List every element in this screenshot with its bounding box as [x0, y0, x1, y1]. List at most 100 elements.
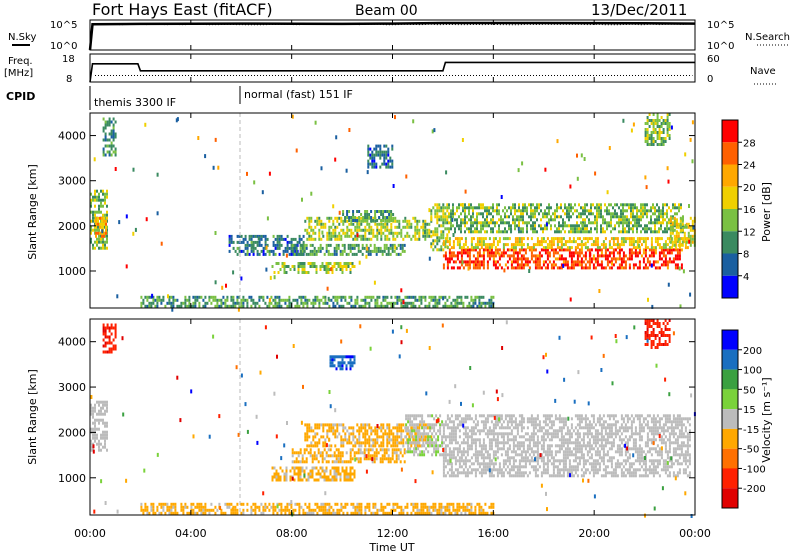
velocity-colorbar-tick: 50: [743, 385, 756, 396]
x-tick-label: 04:00: [175, 527, 207, 540]
velocity-noise-point: [646, 338, 649, 343]
velocity-colorbar-swatch: [722, 448, 738, 469]
velocity-noise-point: [244, 402, 247, 407]
power-noise-point: [528, 269, 531, 273]
power-noise-point: [630, 128, 633, 133]
velocity-noise-point: [235, 365, 238, 370]
velocity-region: [442, 414, 691, 478]
power-noise-point: [412, 119, 415, 124]
power-noise-point: [464, 189, 467, 194]
power-noise-point: [461, 138, 464, 142]
velocity-noise-point: [488, 468, 491, 473]
velocity-region: [329, 355, 356, 371]
velocity-noise-point: [632, 453, 635, 458]
x-tick-label: 16:00: [477, 527, 509, 540]
velocity-noise-point: [334, 408, 337, 413]
velocity-noise-point: [398, 354, 401, 359]
power-noise-point: [670, 125, 673, 130]
velocity-noise-point: [668, 392, 671, 397]
power-region: [448, 203, 684, 234]
power-noise-point: [452, 233, 455, 237]
power-data: [90, 113, 696, 312]
velocity-noise-point: [283, 443, 286, 448]
power-noise-point: [116, 294, 119, 299]
power-noise-point: [580, 153, 583, 158]
power-y-label: Slant Range [km]: [26, 164, 39, 260]
power-noise-point: [679, 304, 682, 309]
power-noise-point: [594, 171, 597, 176]
velocity-colorbar-tick: 15: [743, 405, 756, 416]
velocity-y-ticks: 1000 2000 3000 4000: [58, 336, 695, 485]
power-noise-point: [688, 239, 691, 244]
velocity-noise-point: [116, 509, 119, 514]
power-noise-point: [197, 136, 200, 140]
velocity-noise-point: [626, 446, 629, 451]
power-noise-point: [405, 174, 408, 179]
velocity-noise-point: [280, 456, 283, 461]
velocity-noise-point: [143, 468, 146, 473]
power-noise-point: [348, 128, 351, 132]
power-noise-point: [583, 157, 586, 161]
velocity-noise-point: [539, 453, 542, 458]
velocity-noise-point: [400, 325, 403, 330]
power-region: [644, 113, 671, 146]
power-colorbar-swatch: [722, 253, 738, 276]
power-noise-point: [156, 172, 159, 177]
power-noise-point: [402, 300, 405, 305]
velocity-noise-point: [275, 434, 278, 439]
velocity-noise-point: [92, 449, 95, 454]
power-colorbar-swatch: [722, 186, 738, 210]
power-region: [271, 262, 356, 274]
power-noise-point: [217, 165, 220, 170]
velocity-noise-point: [405, 328, 408, 333]
power-noise-point: [326, 286, 329, 291]
velocity-colorbar-tick: -100: [743, 464, 766, 475]
velocity-noise-point: [498, 417, 501, 422]
power-noise-point: [345, 168, 348, 173]
velocity-noise-point: [615, 339, 618, 344]
power-region: [140, 295, 495, 308]
x-tick-label: 00:00: [679, 527, 711, 540]
velocity-noise-point: [121, 336, 124, 341]
power-noise-point: [622, 118, 625, 123]
velocity-noise-point: [442, 448, 445, 452]
velocity-noise-point: [633, 325, 636, 330]
power-noise-point: [356, 233, 359, 238]
power-colorbar-swatch: [722, 142, 738, 165]
x-tick-label: 12:00: [377, 527, 409, 540]
power-noise-point: [431, 129, 434, 134]
velocity-noise-point: [501, 346, 504, 350]
velocity-noise-point: [104, 501, 107, 505]
power-noise-point: [273, 275, 276, 280]
power-noise-point: [400, 288, 403, 293]
power-noise-point: [584, 241, 587, 246]
freq-tick-bottom: 8: [66, 74, 72, 85]
power-region: [342, 210, 395, 222]
x-tick-label: 00:00: [74, 527, 106, 540]
cpid-segment-2: normal (fast) 151 IF: [244, 88, 353, 101]
cpid-segment-1: themis 3300 IF: [94, 96, 176, 109]
velocity-noise-point: [493, 415, 496, 420]
velocity-noise-point: [590, 335, 593, 340]
velocity-noise-point: [255, 414, 258, 419]
velocity-colorbar-swatch: [722, 369, 738, 390]
velocity-noise-point: [212, 334, 215, 339]
velocity-noise-point: [286, 421, 288, 425]
velocity-noise-point: [660, 446, 663, 451]
power-noise-point: [503, 268, 506, 273]
power-y-tick-label: 4000: [58, 130, 86, 143]
power-noise-point: [517, 168, 520, 173]
power-noise-point: [269, 275, 272, 280]
power-noise-point: [608, 146, 611, 150]
nave-tick-top: 60: [707, 54, 720, 65]
velocity-noise-point: [256, 440, 259, 445]
power-y-ticks: 1000 2000 3000 4000: [58, 130, 695, 278]
power-noise-point: [156, 211, 159, 216]
power-colorbar-swatch: [722, 164, 738, 187]
velocity-noise-point: [448, 399, 451, 404]
velocity-noise-point: [664, 377, 667, 382]
power-noise-point: [589, 252, 592, 257]
power-noise-point: [295, 148, 298, 153]
velocity-colorbar-swatch: [722, 349, 738, 370]
power-noise-point: [310, 191, 313, 196]
